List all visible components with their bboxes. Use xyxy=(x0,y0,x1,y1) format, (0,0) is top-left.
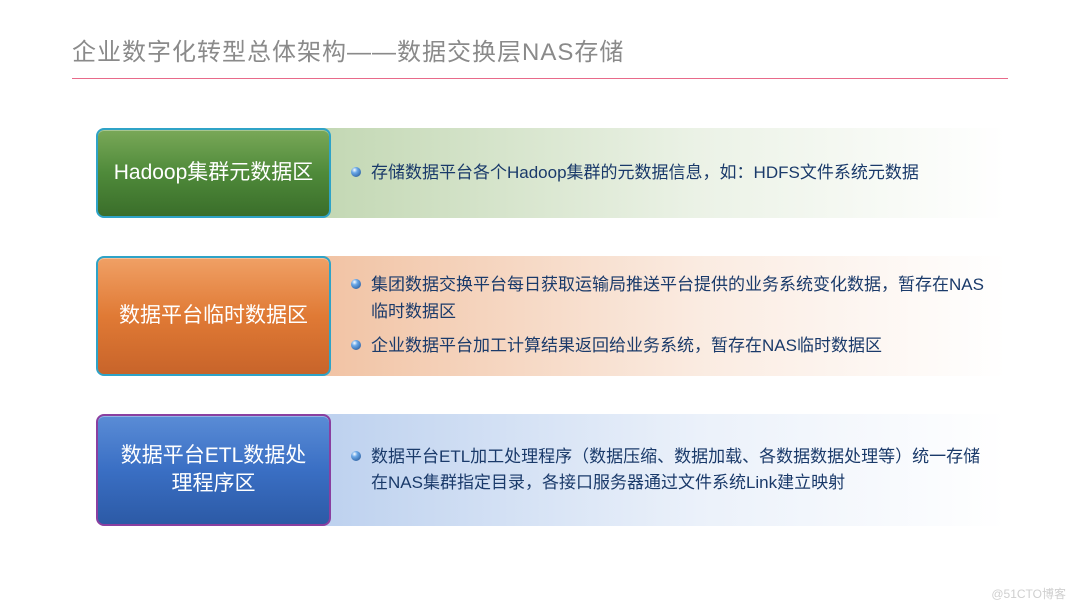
bullet-icon xyxy=(351,451,361,461)
section-content: 存储数据平台各个Hadoop集群的元数据信息，如：HDFS文件系统元数据 xyxy=(323,128,1006,218)
list-item: 存储数据平台各个Hadoop集群的元数据信息，如：HDFS文件系统元数据 xyxy=(351,160,986,186)
bullet-icon xyxy=(351,279,361,289)
section-hadoop-metadata: Hadoop集群元数据区 存储数据平台各个Hadoop集群的元数据信息，如：HD… xyxy=(96,128,1006,218)
section-label: 数据平台临时数据区 xyxy=(96,256,331,376)
list-item: 数据平台ETL加工处理程序（数据压缩、数据加载、各数据数据处理等）统一存储在NA… xyxy=(351,444,986,497)
list-item: 集团数据交换平台每日获取运输局推送平台提供的业务系统变化数据，暂存在NAS临时数… xyxy=(351,272,986,325)
section-content: 集团数据交换平台每日获取运输局推送平台提供的业务系统变化数据，暂存在NAS临时数… xyxy=(323,256,1006,376)
bullet-text: 存储数据平台各个Hadoop集群的元数据信息，如：HDFS文件系统元数据 xyxy=(371,160,919,186)
section-etl-program: 数据平台ETL数据处理程序区 数据平台ETL加工处理程序（数据压缩、数据加载、各… xyxy=(96,414,1006,526)
bullet-text: 集团数据交换平台每日获取运输局推送平台提供的业务系统变化数据，暂存在NAS临时数… xyxy=(371,272,986,325)
watermark: @51CTO博客 xyxy=(991,585,1066,602)
bullet-text: 数据平台ETL加工处理程序（数据压缩、数据加载、各数据数据处理等）统一存储在NA… xyxy=(371,444,986,497)
section-label: 数据平台ETL数据处理程序区 xyxy=(96,414,331,526)
bullet-icon xyxy=(351,167,361,177)
bullet-icon xyxy=(351,340,361,350)
section-temp-data: 数据平台临时数据区 集团数据交换平台每日获取运输局推送平台提供的业务系统变化数据… xyxy=(96,256,1006,376)
bullet-text: 企业数据平台加工计算结果返回给业务系统，暂存在NAS临时数据区 xyxy=(371,333,882,359)
section-label: Hadoop集群元数据区 xyxy=(96,128,331,218)
title-underline xyxy=(72,78,1008,79)
section-content: 数据平台ETL加工处理程序（数据压缩、数据加载、各数据数据处理等）统一存储在NA… xyxy=(323,414,1006,526)
page-title: 企业数字化转型总体架构——数据交换层NAS存储 xyxy=(72,32,624,67)
list-item: 企业数据平台加工计算结果返回给业务系统，暂存在NAS临时数据区 xyxy=(351,333,986,359)
